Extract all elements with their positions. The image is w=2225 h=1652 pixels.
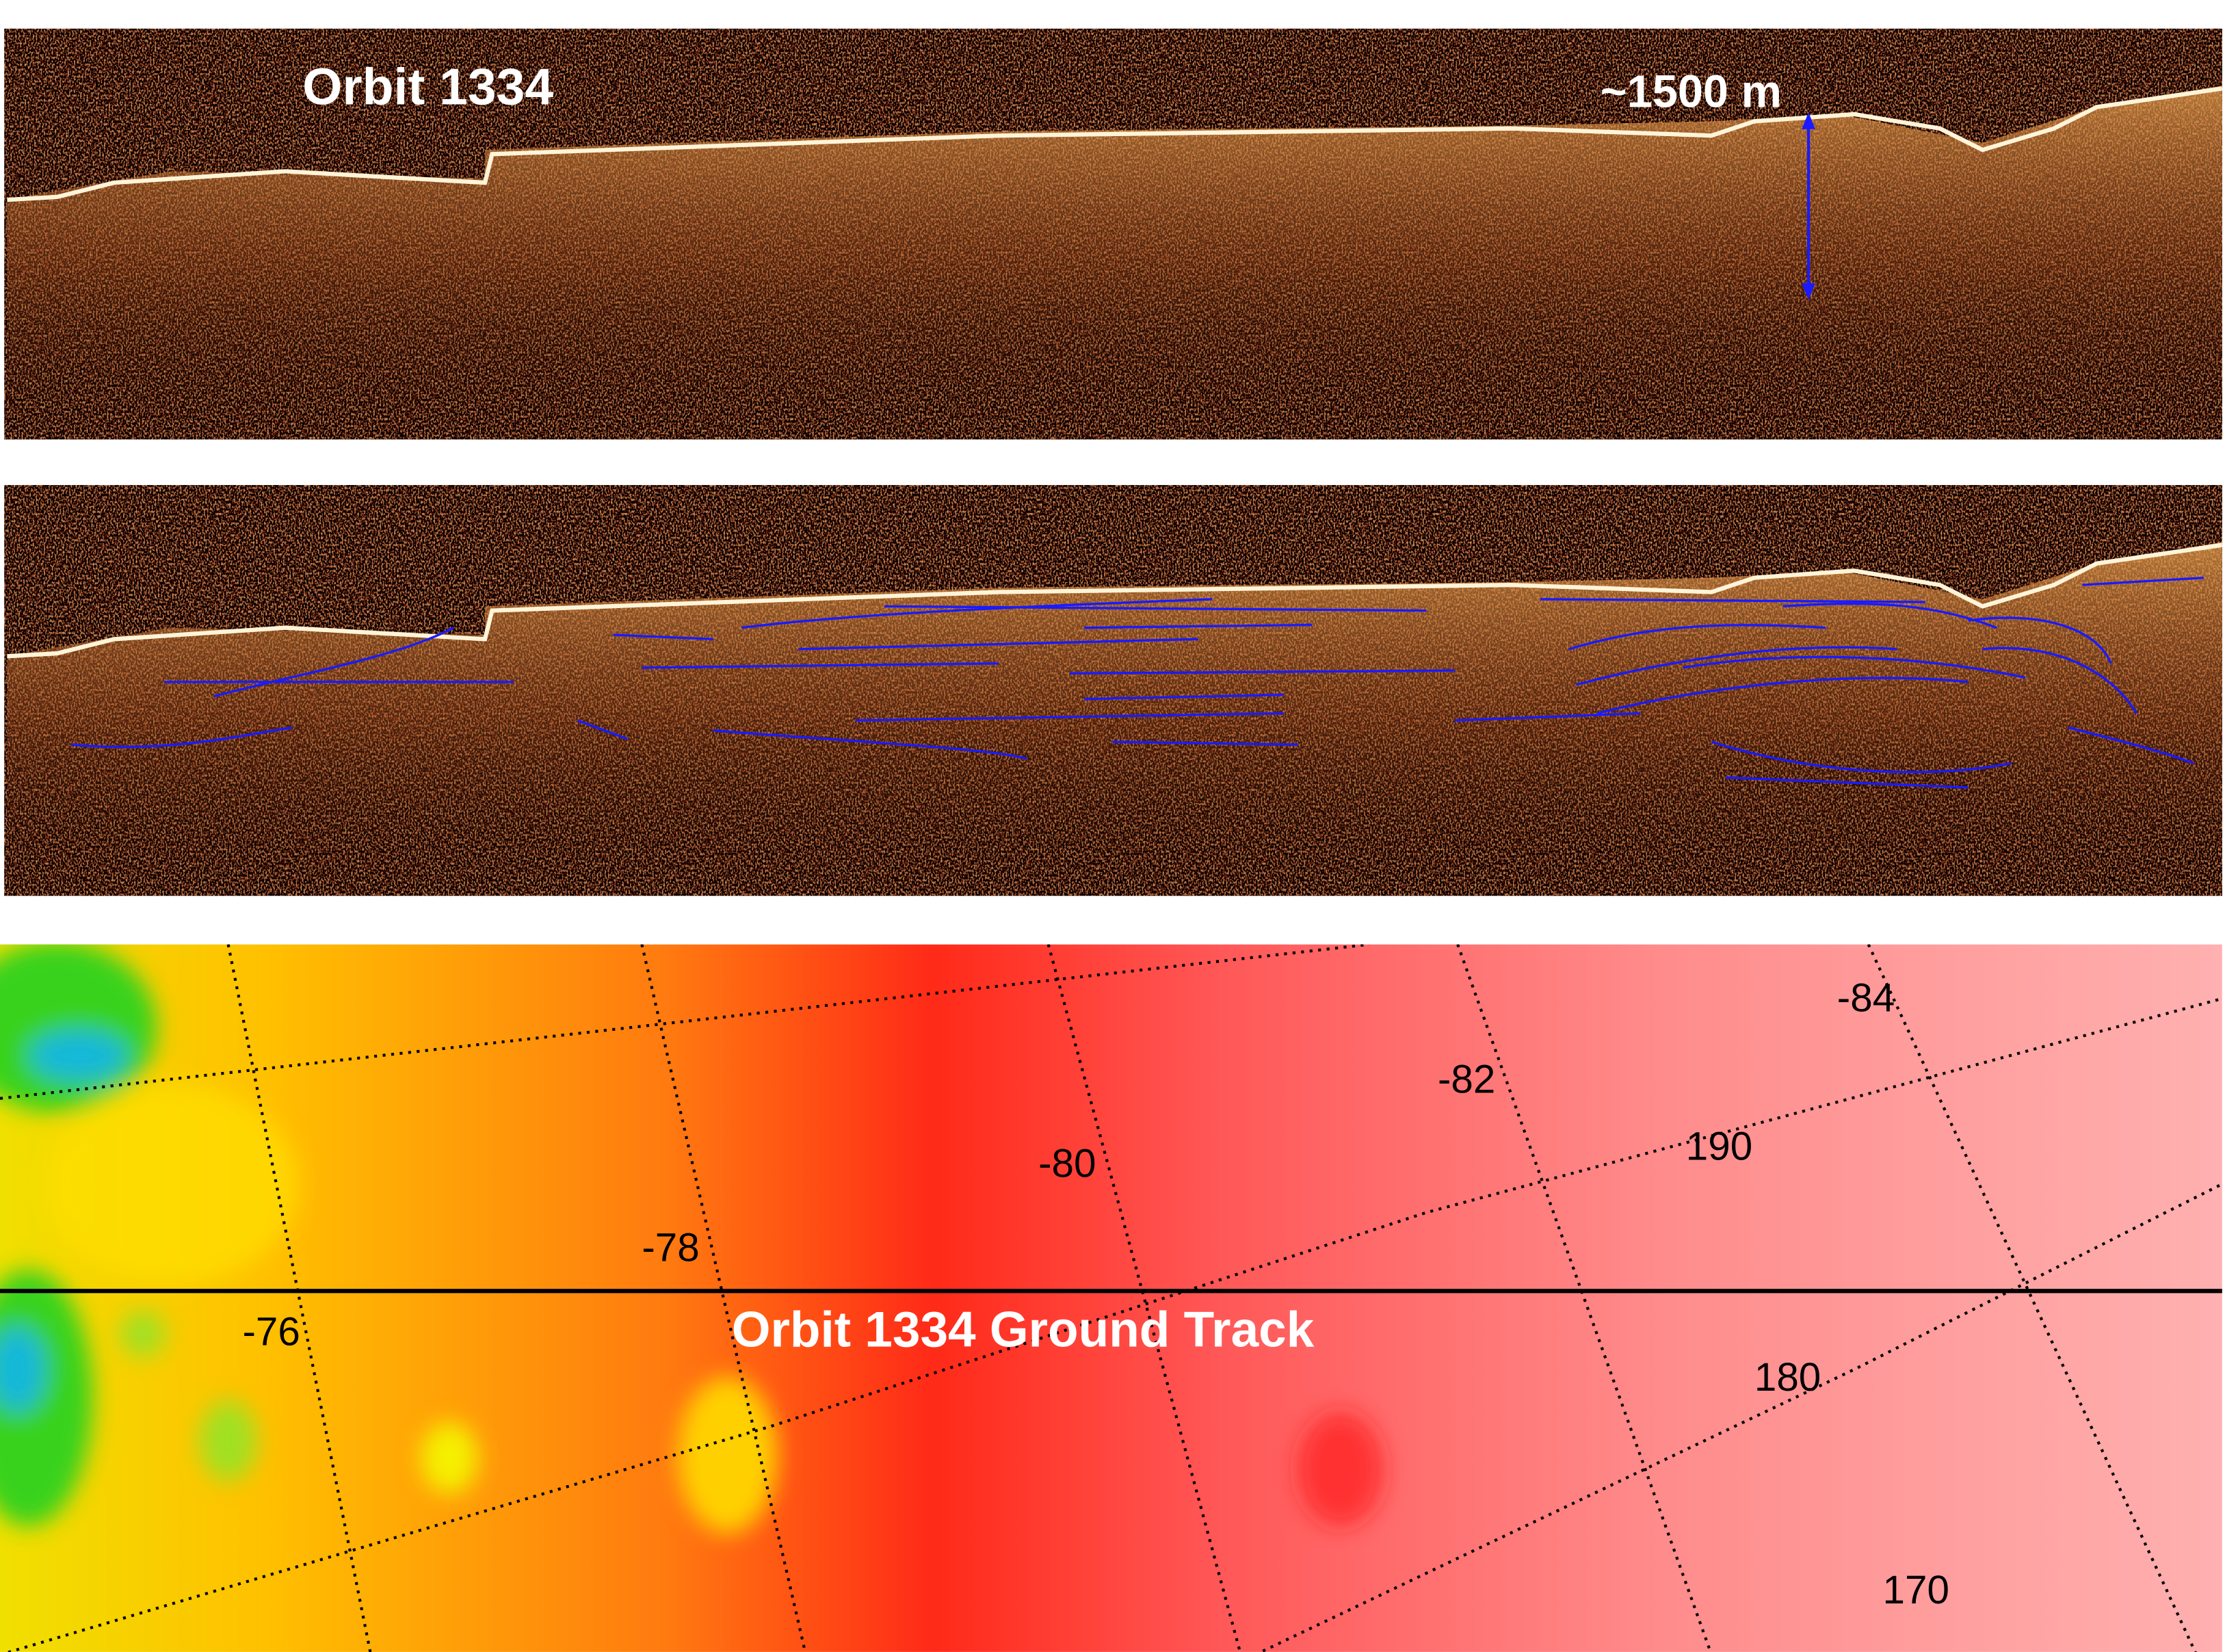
subsurface-returns [7,86,2222,440]
longitude-label: 170 [1883,1568,1949,1612]
radargram-top: Orbit 1334 ~1500 m [4,28,2222,440]
surface-echo [7,86,2222,202]
orbit-title: Orbit 1334 [302,57,553,115]
thickness-annotation: ~1500 m [1601,67,1782,118]
radargram-bottom [4,485,2222,896]
latitude-label: -82 [1438,1057,1495,1101]
thickness-arrow [1802,112,1815,300]
graticule [0,944,2222,1652]
latitude-label: -80 [1038,1141,1096,1185]
topographic-map: -76 -78 -80 -82 -84 190 180 170 Orbit 13… [0,944,2222,1652]
longitude-label: 190 [1686,1124,1752,1168]
latitude-label: -78 [642,1226,699,1270]
traced-layers [71,577,2204,789]
latitude-label: -76 [242,1310,300,1354]
longitude-label: 180 [1754,1355,1821,1400]
ground-track-label: Orbit 1334 Ground Track [732,1302,1315,1358]
surface-echo [7,542,2222,659]
latitude-label: -84 [1837,976,1895,1021]
